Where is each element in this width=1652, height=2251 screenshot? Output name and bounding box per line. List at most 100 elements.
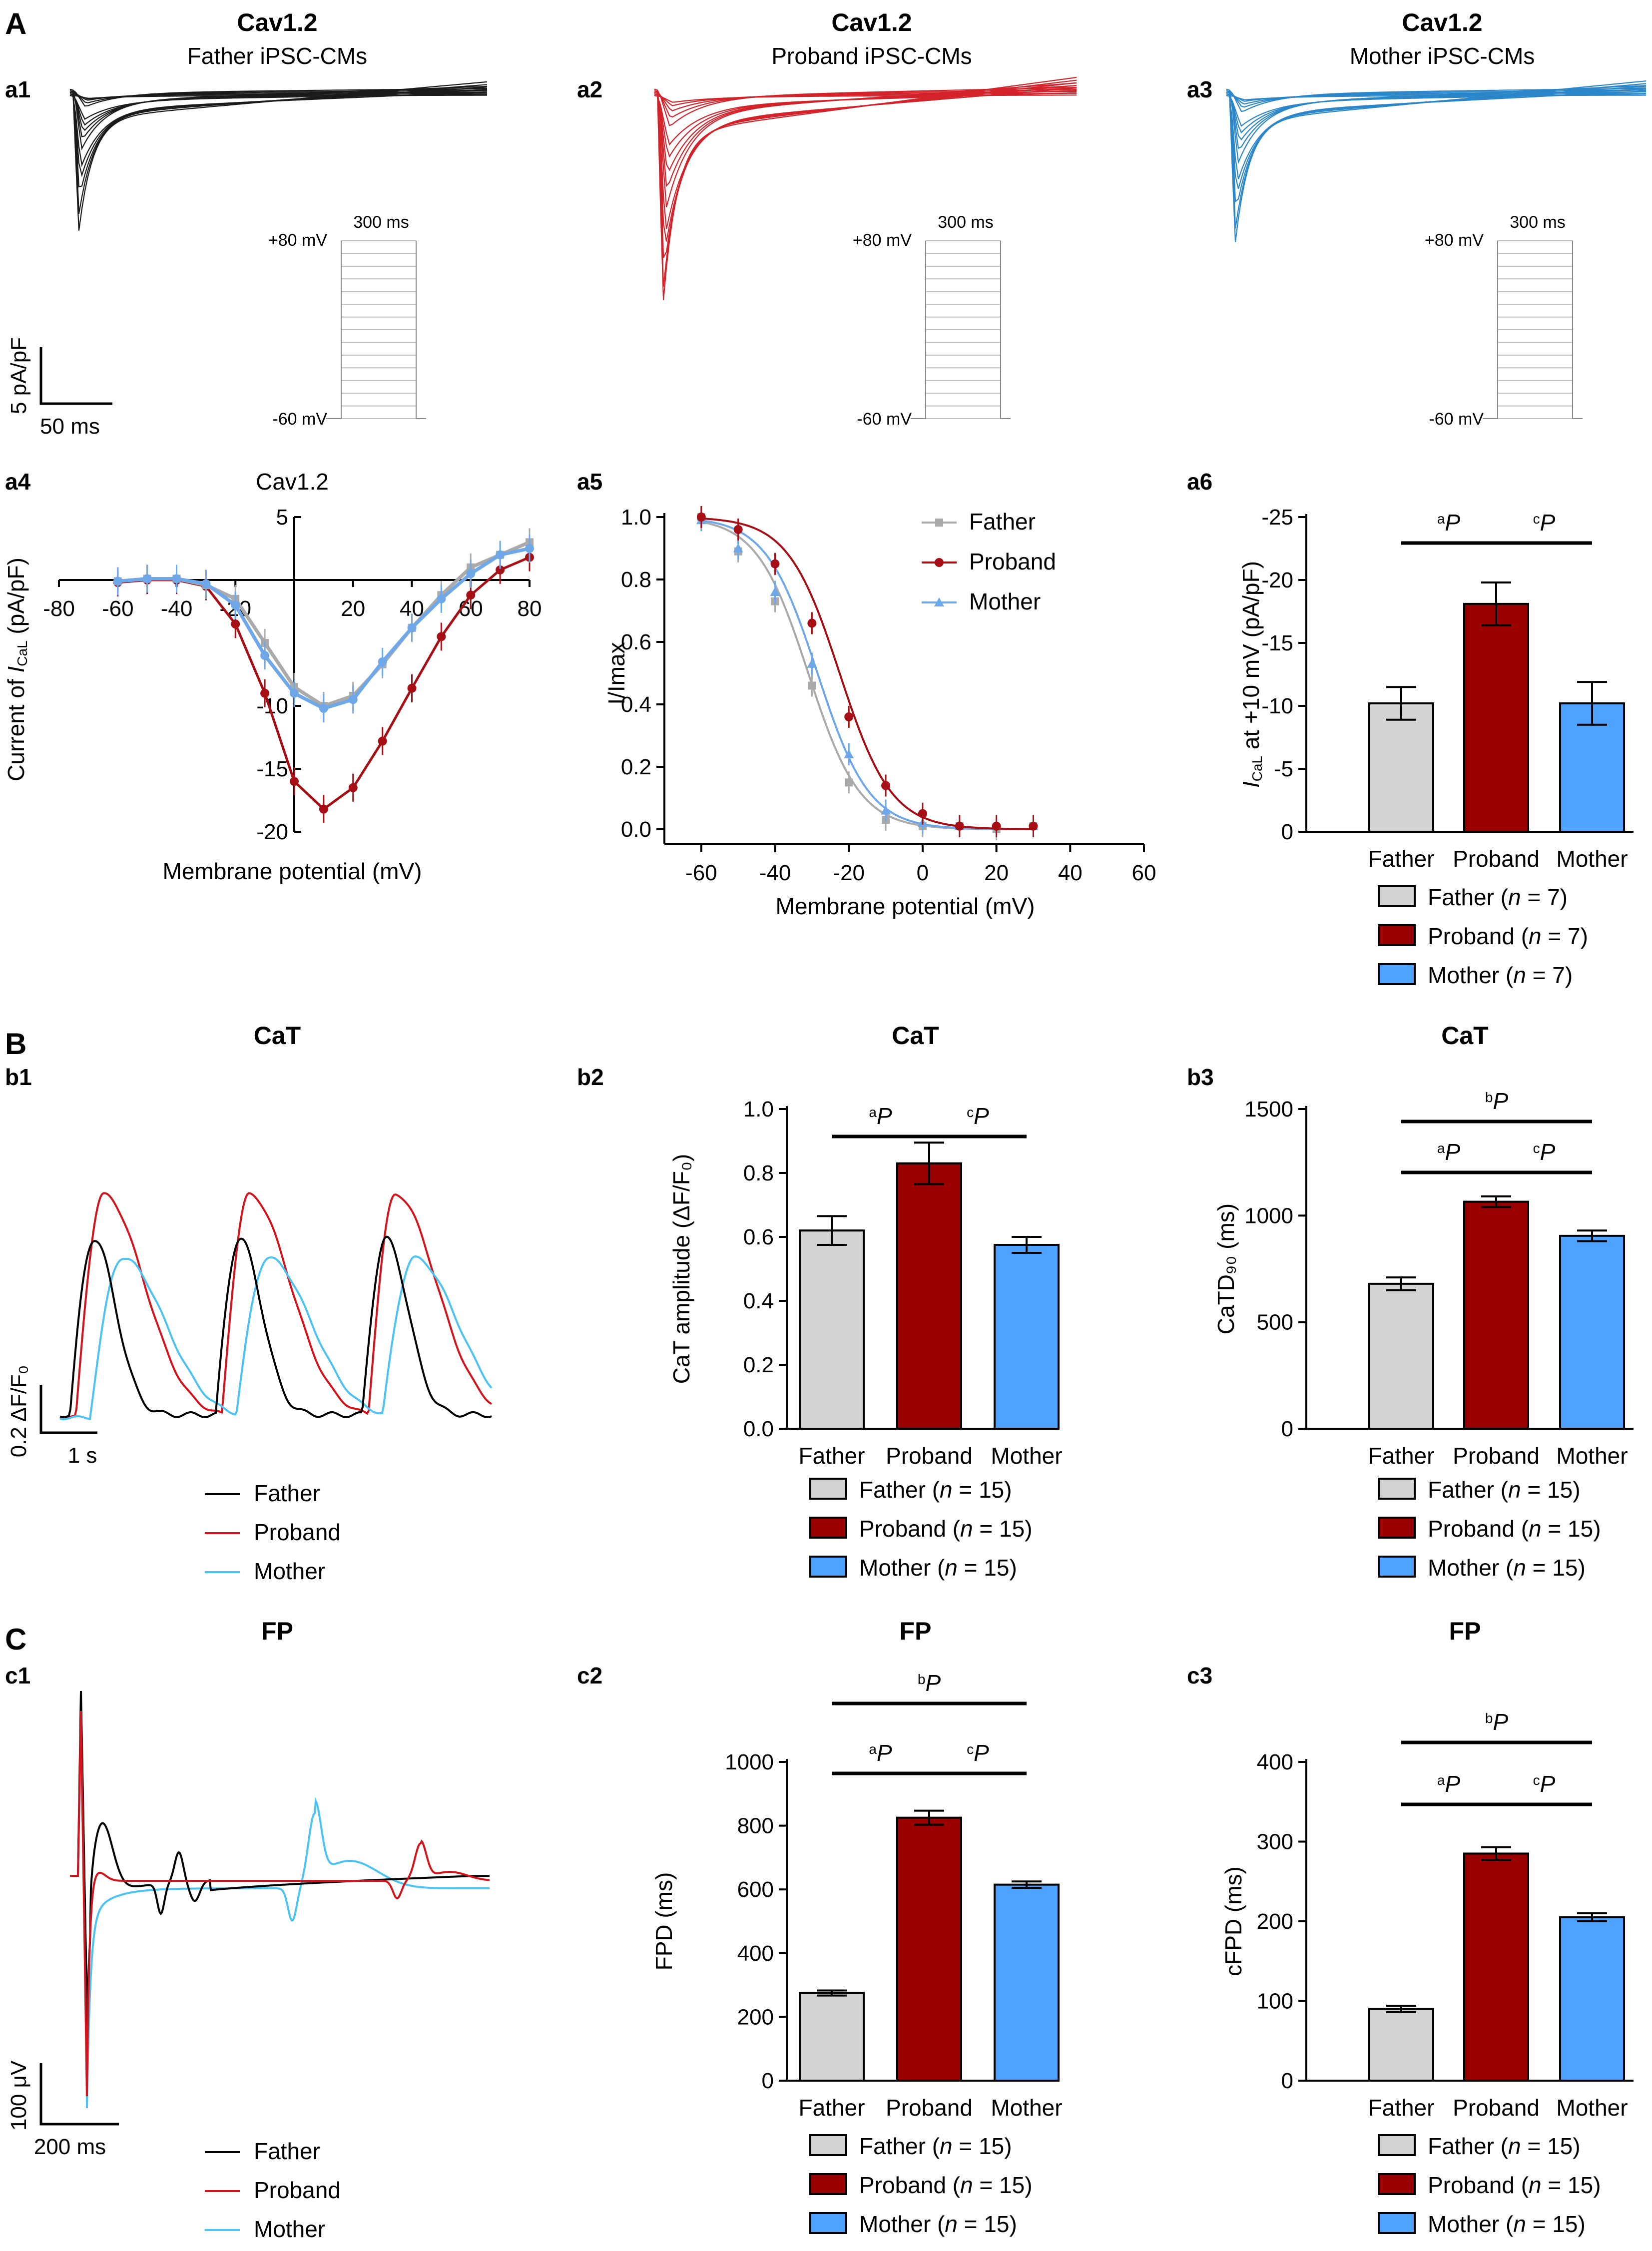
c2-bar-proband bbox=[896, 1816, 962, 2082]
a4-point-mother bbox=[525, 544, 534, 553]
mother-protocol-duration: 300 ms bbox=[1510, 213, 1566, 232]
a5-point-mother bbox=[807, 658, 817, 668]
text-span: n bbox=[1513, 1555, 1526, 1581]
a5-point-mother bbox=[733, 543, 743, 553]
text-span: P bbox=[877, 1103, 892, 1129]
c2-bar-mother bbox=[994, 1883, 1060, 2082]
b2-legend-swatch bbox=[809, 1517, 847, 1539]
a5-point-proband bbox=[992, 821, 1001, 831]
text-span: a bbox=[869, 1741, 877, 1757]
text-span: Mother ( bbox=[1428, 1555, 1514, 1581]
b3-y-tick-label: 500 bbox=[1257, 1310, 1293, 1335]
a4-x-tick-label: -60 bbox=[102, 596, 134, 621]
c2-legend-swatch bbox=[809, 2134, 847, 2156]
c1-trace-mother bbox=[70, 1725, 490, 2109]
c2-y-tick-label: 400 bbox=[737, 1941, 774, 1966]
text-span: a bbox=[869, 1105, 877, 1120]
father-current-trace bbox=[69, 89, 488, 177]
a6-legend-label: Mother (n = 7) bbox=[1428, 962, 1573, 988]
father-current-trace bbox=[69, 91, 488, 167]
c3-y-tick-label: 0 bbox=[1281, 2069, 1293, 2093]
text-span: I bbox=[1238, 781, 1264, 788]
b2-legend-label: Father (n = 15) bbox=[859, 1477, 1012, 1503]
b3-y-tick-label: 1500 bbox=[1244, 1097, 1293, 1122]
mother-current-trace bbox=[1226, 83, 1647, 229]
text-span: c bbox=[1533, 1772, 1540, 1788]
c1-trace-proband bbox=[70, 1710, 490, 2097]
text-span: P bbox=[1493, 1088, 1508, 1114]
a5-x-axis-label: Membrane potential (mV) bbox=[776, 893, 1035, 919]
a5-point-father bbox=[845, 778, 853, 787]
c2-category-label: Mother bbox=[991, 2095, 1062, 2121]
text-span: c bbox=[1533, 1140, 1540, 1156]
c1-scale-y-label: 100 μV bbox=[6, 2060, 31, 2131]
a1-title: Father iPSC-CMs bbox=[187, 43, 367, 69]
b2-category-label: Mother bbox=[991, 1443, 1062, 1469]
b1-trace-mother bbox=[59, 1255, 493, 1421]
text-span: n bbox=[945, 2211, 958, 2237]
a4-point-mother bbox=[348, 695, 358, 704]
a5-x-tick-label: 0 bbox=[917, 861, 929, 885]
c3-legend-swatch bbox=[1378, 2212, 1416, 2234]
c2-category-label: Father bbox=[799, 2095, 865, 2121]
a4-point-mother bbox=[407, 623, 417, 632]
a6-category-label: Mother bbox=[1556, 846, 1628, 872]
a5-y-tick-label: 0.2 bbox=[621, 755, 651, 779]
b3-y-tick-label: 1000 bbox=[1244, 1203, 1293, 1228]
panel-label-C: C bbox=[5, 1623, 26, 1656]
b3-category-label: Father bbox=[1368, 1443, 1435, 1469]
a4-point-proband bbox=[437, 632, 446, 641]
text-span: Mother ( bbox=[859, 2211, 945, 2237]
c3-bar-mother bbox=[1559, 1916, 1625, 2082]
c3-legend-label: Father (n = 15) bbox=[1428, 2133, 1581, 2159]
a4-point-proband bbox=[466, 590, 476, 600]
b1-legend-label: Mother bbox=[254, 1558, 325, 1584]
a5-point-proband bbox=[733, 525, 743, 534]
text-span: (pA/pF) bbox=[3, 558, 29, 640]
text-span: n bbox=[1508, 1477, 1521, 1503]
a6-y-tick-label: -25 bbox=[1261, 505, 1293, 530]
text-span: Current of bbox=[3, 673, 29, 781]
text-span: n bbox=[1508, 2133, 1521, 2159]
c3-title: FP bbox=[1449, 1617, 1481, 1645]
text-span: = 7) bbox=[1542, 923, 1588, 949]
c2-category-label: Proband bbox=[886, 2095, 973, 2121]
text-span: n bbox=[945, 1555, 958, 1581]
c1-legend-label: Father bbox=[254, 2138, 320, 2164]
text-span: n bbox=[940, 1477, 953, 1503]
a2-title: Proband iPSC-CMs bbox=[771, 43, 972, 69]
text-span: = 15) bbox=[1542, 1516, 1601, 1542]
mother-current-trace bbox=[1226, 93, 1647, 127]
a5-y-tick-label: 0.8 bbox=[621, 567, 651, 592]
a2-channel-title: Cav1.2 bbox=[831, 8, 912, 36]
b3-legend-swatch bbox=[1378, 1478, 1416, 1500]
father-current-trace bbox=[69, 93, 488, 120]
a6-category-label: Father bbox=[1368, 846, 1435, 872]
text-span: n bbox=[940, 2133, 953, 2159]
text-span: = 15) bbox=[1521, 1477, 1581, 1503]
text-span: b bbox=[1485, 1710, 1493, 1726]
c3-sig-label: aP bbox=[1437, 1771, 1461, 1797]
proband-current-trace bbox=[654, 94, 1077, 103]
a5-point-mother bbox=[770, 587, 780, 596]
c1-legend-label: Proband bbox=[254, 2177, 341, 2203]
b2-title: CaT bbox=[892, 1022, 939, 1050]
b2-legend-label: Mother (n = 15) bbox=[859, 1555, 1017, 1581]
text-span: b bbox=[918, 1672, 926, 1687]
a6-y-tick-label: 0 bbox=[1281, 820, 1293, 844]
text-span: Proband ( bbox=[1428, 923, 1529, 949]
panel-label-a2: a2 bbox=[577, 76, 602, 102]
a5-point-proband bbox=[844, 712, 854, 721]
c1-trace-father bbox=[70, 1690, 490, 2026]
a5-point-mother bbox=[881, 805, 891, 815]
father-protocol-bottom: -60 mV bbox=[272, 410, 327, 429]
a4-point-mother bbox=[466, 569, 476, 578]
panel-label-a1: a1 bbox=[5, 76, 30, 102]
c3-legend-swatch bbox=[1378, 2173, 1416, 2195]
mother-current-trace bbox=[1226, 85, 1647, 203]
a4-y-tick-label: -20 bbox=[256, 820, 288, 844]
b1-legend-label: Father bbox=[254, 1480, 320, 1506]
proband-current-trace bbox=[654, 87, 1077, 229]
proband-current-trace bbox=[654, 85, 1077, 187]
c2-title: FP bbox=[900, 1617, 932, 1645]
